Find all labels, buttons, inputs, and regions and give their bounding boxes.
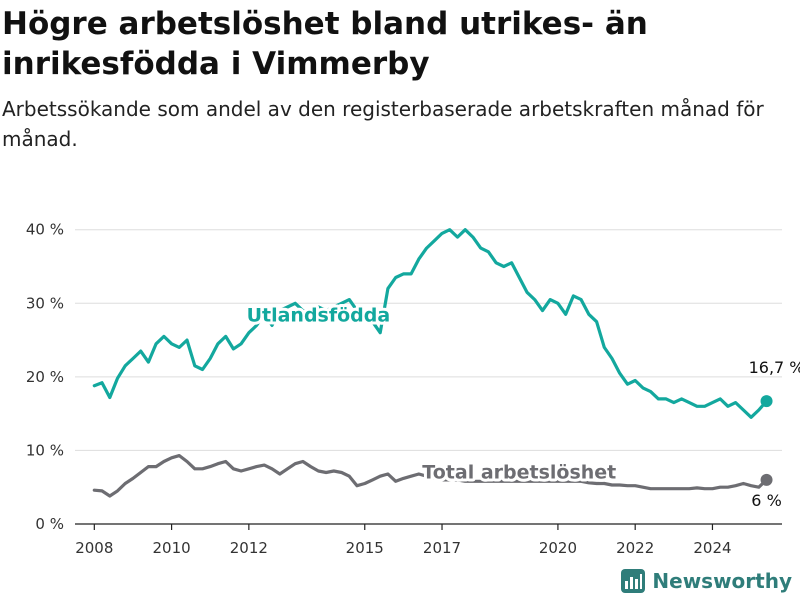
chart-title: Högre arbetslöshet bland utrikes- än inr… xyxy=(2,6,648,82)
y-tick-label: 30 % xyxy=(26,294,64,312)
series-label-halo: Utlandsfödda xyxy=(247,305,391,327)
series-end-point-0 xyxy=(760,395,773,408)
chart-subtitle: Arbetssökande som andel av den registerb… xyxy=(2,97,764,151)
x-tick-label: 2020 xyxy=(539,539,577,557)
x-tick-label: 2012 xyxy=(230,539,268,557)
grid-layer xyxy=(75,229,782,451)
brand-name: Newsworthy xyxy=(652,569,792,593)
series-layer xyxy=(92,228,773,498)
series-label: Total arbetslöshet xyxy=(422,461,616,483)
series-end-label: 16,7 % xyxy=(749,358,800,377)
series-end-label: 6 % xyxy=(751,491,781,510)
x-tick-label: 2010 xyxy=(152,539,190,557)
series-line-1 xyxy=(92,454,769,498)
x-tick-label: 2024 xyxy=(693,539,731,557)
series-label-halo: Total arbetslöshet xyxy=(422,461,616,483)
y-tick-label: 0 % xyxy=(35,515,64,533)
x-tick-label: 2015 xyxy=(346,539,384,557)
y-tick-label: 40 % xyxy=(26,221,64,239)
y-tick-label: 10 % xyxy=(26,441,64,459)
x-tick-label: 2017 xyxy=(423,539,461,557)
series-line-0 xyxy=(92,228,769,419)
x-tick-label: 2008 xyxy=(75,539,113,557)
axis-layer: 0 % 10 % 20 % 30 % 40 % 2008 2010 2012 2015 2017 2… xyxy=(26,221,782,557)
newsworthy-icon xyxy=(621,569,646,593)
series-label: Utlandsfödda xyxy=(247,305,391,327)
brand-logo[interactable]: Newsworthy xyxy=(620,568,792,594)
series-end-point-1 xyxy=(760,473,773,486)
y-tick-label: 20 % xyxy=(26,368,64,386)
x-tick-label: 2022 xyxy=(616,539,654,557)
